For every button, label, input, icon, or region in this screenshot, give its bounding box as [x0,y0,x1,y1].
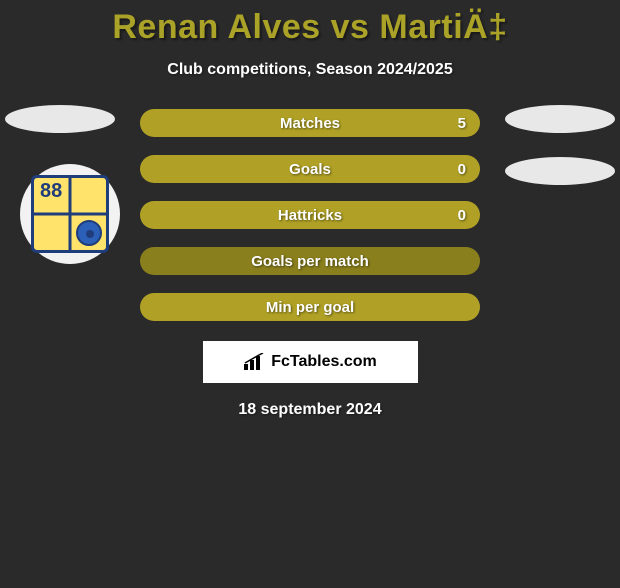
stat-label: Min per goal [266,299,354,316]
player-right-ellipse-1 [505,105,615,133]
comparison-area: 88 Matches 5 Goals 0 Hattricks 0 Goals p… [0,109,620,321]
stat-bar-goals: Goals 0 [140,155,480,183]
badge-number: 88 [40,180,62,203]
stat-bars: Matches 5 Goals 0 Hattricks 0 Goals per … [140,109,480,321]
branding-text: FcTables.com [271,353,377,371]
stat-label: Goals [289,161,331,178]
club-badge-shield: 88 [31,175,109,253]
subtitle: Club competitions, Season 2024/2025 [0,61,620,79]
badge-ball-icon [76,220,102,246]
club-badge: 88 [20,164,120,264]
player-right-ellipse-2 [505,157,615,185]
stat-bar-goals-per-match: Goals per match [140,247,480,275]
stat-label: Matches [280,115,340,132]
player-left-ellipse [5,105,115,133]
stat-label: Goals per match [251,253,369,270]
date-label: 18 september 2024 [0,401,620,419]
stat-value: 5 [458,115,466,132]
badge-horizontal-line [34,213,106,216]
page-title: Renan Alves vs MartiÄ‡ [0,8,620,47]
stat-bar-min-per-goal: Min per goal [140,293,480,321]
stat-bar-matches: Matches 5 [140,109,480,137]
bar-chart-icon [243,353,265,371]
branding-strip: FcTables.com [203,341,418,383]
stat-value: 0 [458,161,466,178]
stat-value: 0 [458,207,466,224]
stat-bar-hattricks: Hattricks 0 [140,201,480,229]
stat-label: Hattricks [278,207,342,224]
